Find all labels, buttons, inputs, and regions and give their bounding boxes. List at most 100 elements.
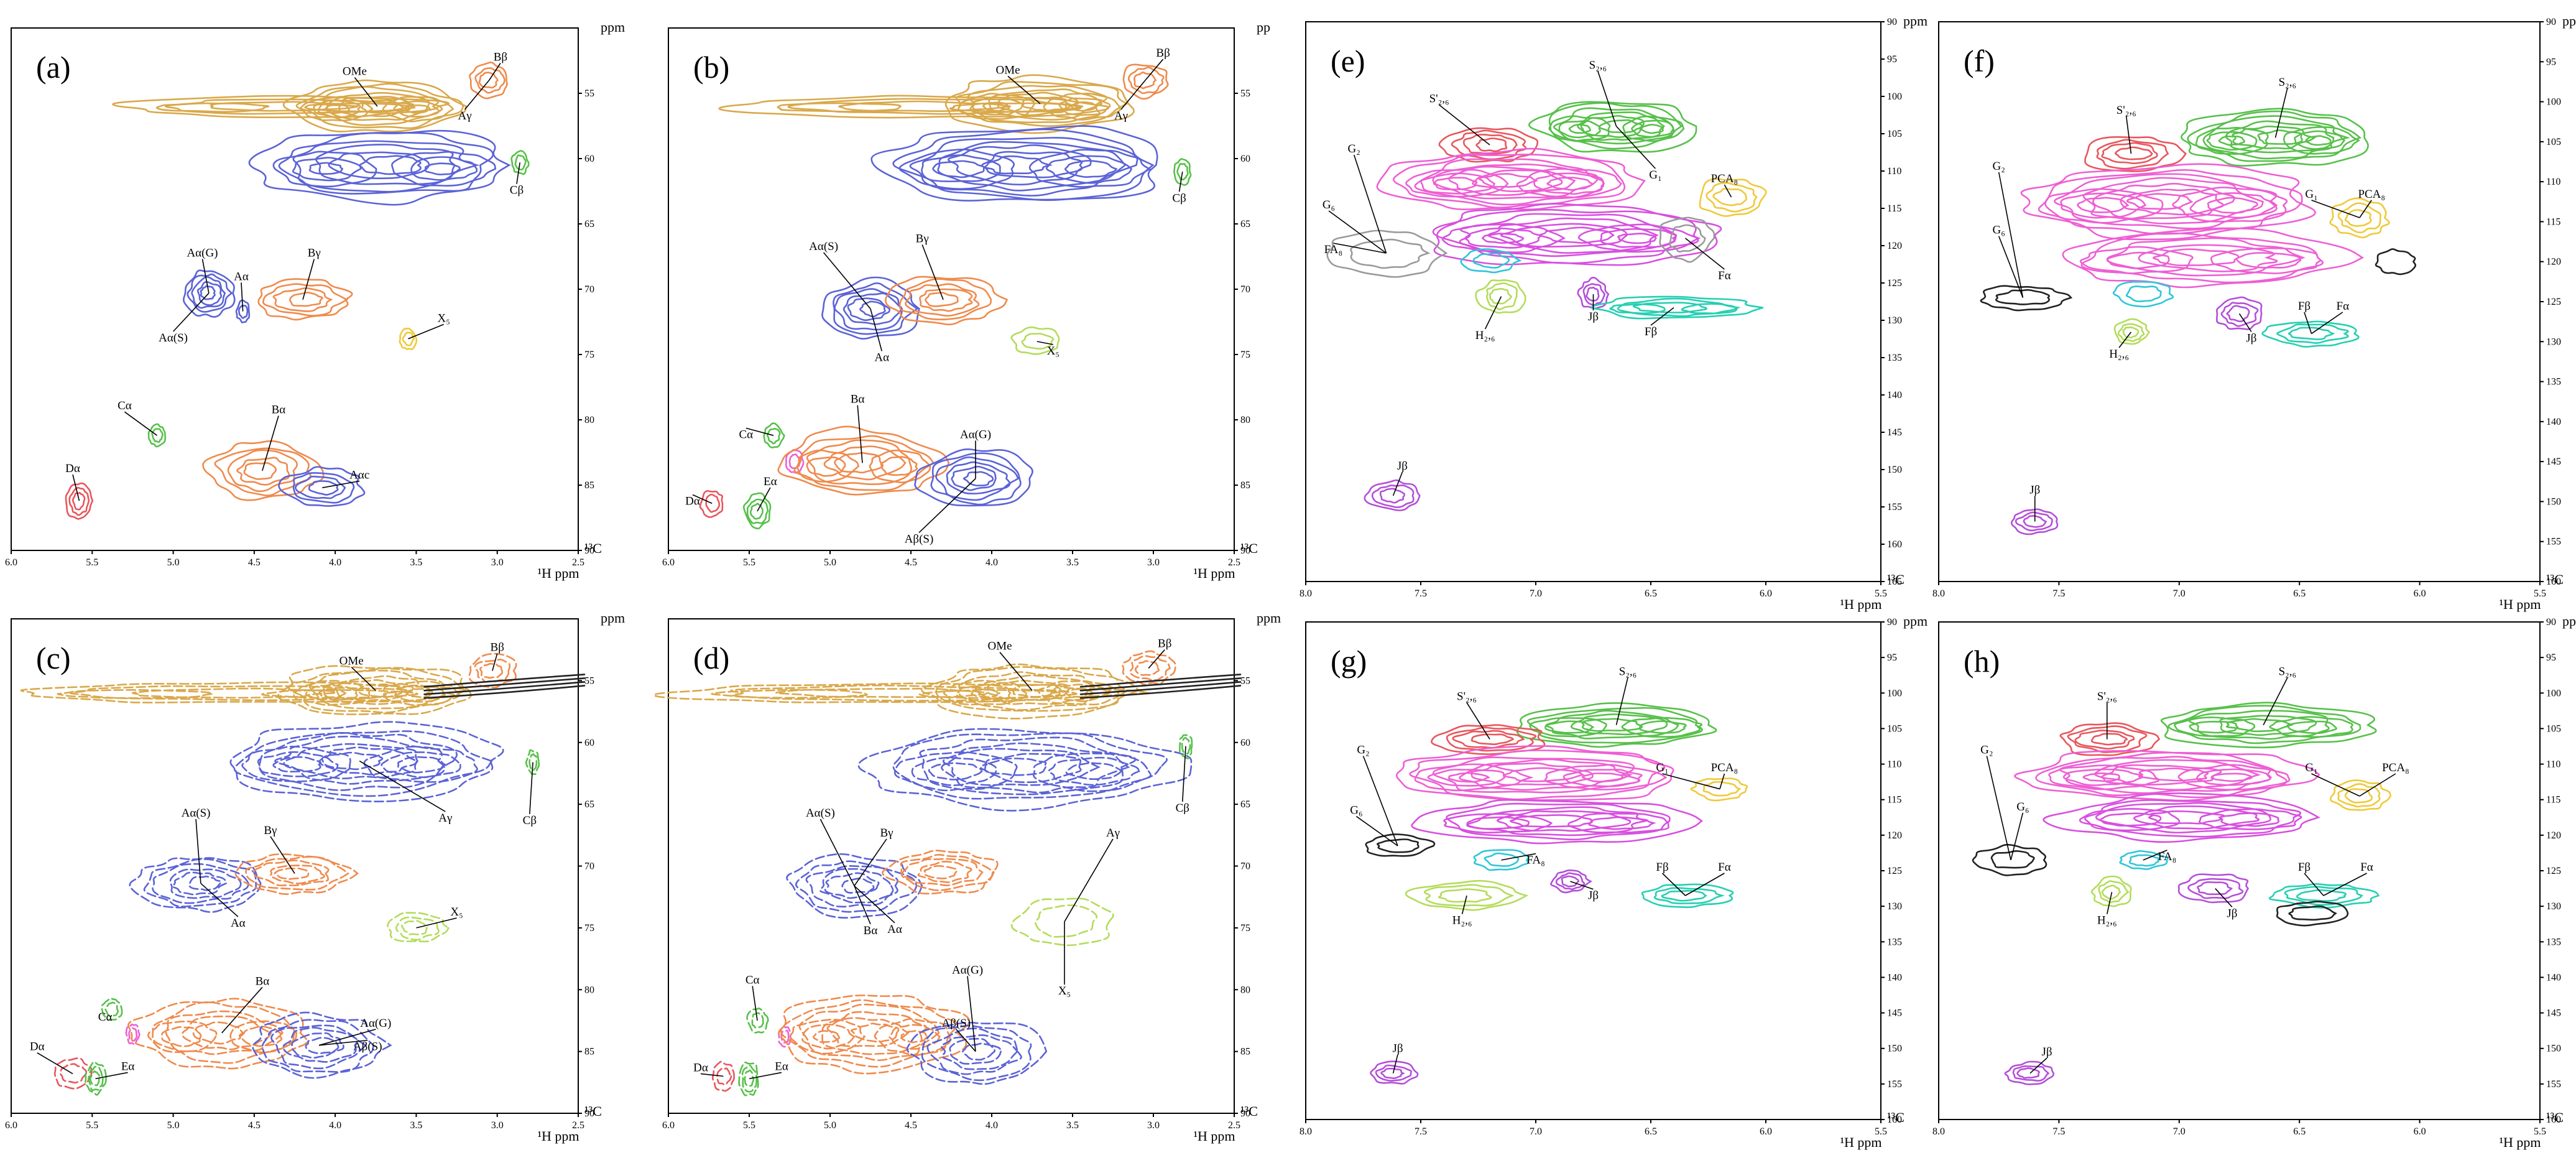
contour-line — [1980, 285, 2073, 312]
y-tick-label: 65 — [1240, 799, 1250, 810]
leader-line — [823, 252, 871, 310]
contour-line — [1364, 479, 1421, 511]
contour-line — [292, 140, 480, 193]
leader-line — [2274, 88, 2288, 138]
contour-line — [742, 492, 772, 530]
leader-line — [746, 427, 774, 436]
leader-line — [95, 1072, 128, 1080]
leader-line — [195, 818, 201, 884]
contour-line — [1621, 716, 1703, 738]
peak-label: Bα — [256, 975, 270, 988]
peak-label: Bγ — [916, 232, 929, 245]
y-tick-label: 105 — [2546, 137, 2561, 147]
contour-line — [2010, 508, 2059, 536]
contour-peak — [469, 61, 508, 100]
contour-line — [2117, 323, 2145, 342]
peak-label: Cβ — [1172, 192, 1186, 205]
y-axis: 90 95 100 105 110 115 120 125 130 135 140 145 150 155… — [2540, 13, 2576, 587]
peak-label: Fα — [1718, 861, 1731, 874]
contour-line — [932, 160, 985, 178]
contour-line — [1021, 333, 1055, 350]
contour-peak — [1395, 745, 1674, 801]
contour-line — [2048, 764, 2160, 790]
panel-label: (d) — [693, 641, 729, 675]
contour-line — [399, 327, 418, 350]
contour-line — [971, 96, 1023, 116]
contour-line — [1409, 749, 1666, 800]
contour-line — [328, 151, 430, 180]
contour-peak — [914, 448, 1033, 507]
x-tick-label: 3.5 — [1066, 557, 1079, 568]
y-tick-label: 100 — [2546, 688, 2561, 698]
contour-line — [918, 688, 1078, 699]
y-axis-unit: ¹³C — [1887, 572, 1904, 587]
y-axis-top-unit: ppm — [1903, 13, 1927, 29]
contour-line — [751, 1012, 764, 1029]
contour-line — [257, 751, 339, 777]
contour-line — [1563, 769, 1643, 787]
peak-label: Fβ — [1656, 861, 1668, 874]
contour-line — [474, 67, 506, 94]
leader-line — [1120, 80, 1146, 110]
peak-label: S₂,₆ — [2279, 76, 2297, 89]
contour-line — [1641, 124, 1664, 134]
x-tick-label: 4.0 — [329, 557, 341, 568]
contour-line — [2101, 884, 2121, 900]
peak-label: Aα(G) — [960, 428, 991, 441]
y-tick-label: 70 — [584, 284, 594, 295]
contour-line — [2202, 115, 2350, 160]
y-tick-label: 155 — [1887, 1079, 1902, 1090]
contour-line — [238, 304, 249, 319]
leader-line — [1392, 471, 1403, 496]
contour-line — [870, 125, 1158, 202]
plot-frame — [1938, 621, 2541, 1120]
contour-line — [1706, 182, 1758, 213]
contour-line — [1631, 119, 1674, 138]
annotation-group: S₂,₆ S'₂,₆ G₂ G₁ G₆ PCA₈ FA₈ Fβ Fα Jβ H₂,₆ Jβ — [1980, 665, 2409, 1074]
contour-line — [68, 486, 90, 516]
y-tick-label: 145 — [1887, 427, 1902, 438]
contour-line — [1122, 63, 1169, 100]
contour-line — [813, 1030, 840, 1043]
contour-line — [900, 854, 995, 891]
y-tick-label: 55 — [584, 675, 594, 686]
y-tick-label: 80 — [1240, 415, 1250, 425]
y-tick-label: 155 — [2546, 1079, 2561, 1090]
x-axis-unit: ¹H ppm — [1193, 1128, 1235, 1144]
peak-label: Aα — [887, 923, 902, 936]
x-tick-label: 5.0 — [167, 1120, 180, 1131]
contour-peak — [882, 850, 999, 895]
contour-line — [143, 858, 257, 907]
peak-label: Cα — [118, 399, 132, 412]
leader-line — [262, 415, 279, 471]
contour-line — [943, 680, 1027, 706]
contour-line — [200, 285, 216, 300]
x-tick-label: 4.0 — [986, 557, 998, 568]
contour-line — [2189, 192, 2278, 219]
contour-peak — [278, 466, 366, 507]
contour-line — [1438, 127, 1539, 163]
panel-g: S₂,₆ S'₂,₆ G₂ G₁ G₆ PCA₈ FA₈ Fβ Fα Jβ H₂,₆ Jβ 8.0 7.5… — [1300, 613, 1927, 1150]
contour-line — [65, 482, 94, 520]
contour-line — [410, 156, 478, 181]
contour-peak — [870, 125, 1158, 202]
contour-line — [1079, 685, 1242, 699]
contour-line — [806, 456, 846, 477]
leader-line — [967, 976, 976, 1052]
contour-line — [880, 456, 918, 476]
peak-label: Dα — [65, 462, 80, 475]
contour-line — [1470, 733, 1515, 746]
x-tick-label: 3.5 — [410, 1120, 422, 1131]
peak-label: Bβ — [494, 51, 507, 64]
contour-line — [919, 288, 973, 312]
peak-label: S₂,₆ — [2279, 665, 2297, 679]
x-axis-unit: ¹H ppm — [537, 1128, 579, 1144]
leader-line — [1007, 75, 1041, 104]
y-tick-label: 55 — [1240, 675, 1250, 686]
contour-group — [1365, 702, 1748, 1085]
contour-peak — [857, 728, 1193, 812]
contour-line — [278, 466, 366, 507]
x-tick-label: 5.0 — [824, 557, 836, 568]
contour-peak — [1364, 479, 1421, 511]
contour-line — [1699, 178, 1767, 217]
